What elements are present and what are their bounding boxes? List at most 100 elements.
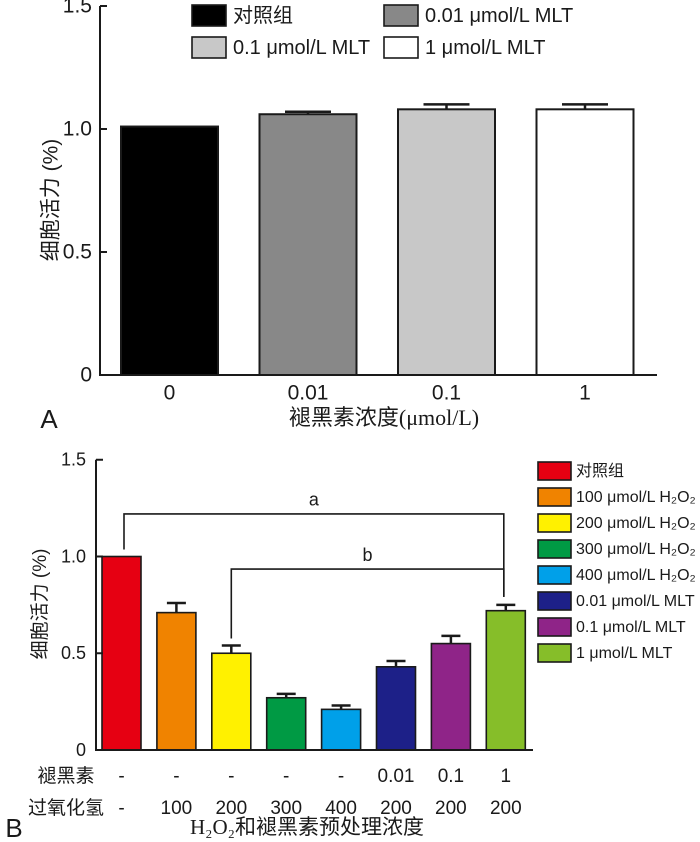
bar-3: [535, 108, 635, 376]
error-bar-3: [562, 103, 608, 110]
legend-label: 200 μmol/L H₂O₂: [576, 515, 696, 532]
legend-label: 400 μmol/L H₂O₂: [576, 567, 696, 584]
bar-0: [120, 125, 219, 377]
bar-7: [485, 609, 527, 751]
significance-annotations: ab: [123, 490, 505, 639]
table-cell: -: [228, 766, 234, 787]
legend: 对照组 0.01 μmol/L MLT 0.1 μmol/L MLT 1 μmol/L…: [191, 4, 573, 59]
table-cell: 0.1: [438, 766, 464, 787]
y-tick-label: 1.5: [63, 0, 92, 18]
legend-swatch: [383, 4, 419, 27]
legend-item: 1 μmol/L MLT: [383, 36, 545, 59]
legend-item: 400 μmol/L H₂O₂: [537, 565, 696, 585]
significance-label: b: [363, 545, 373, 565]
legend: 对照组 100 μmol/L H₂O₂ 200 μmol/L H₂O₂ 300 μmo…: [537, 461, 696, 663]
table-cell: 400: [325, 798, 357, 819]
row-label: 褪黑素: [37, 765, 94, 787]
bar-1: [156, 611, 197, 751]
legend-swatch: [537, 643, 572, 663]
x-axis-title: 褪黑素浓度(μmol/L): [289, 405, 479, 430]
error-bar-1: [285, 110, 331, 115]
table-cell: 1: [501, 766, 512, 787]
legend-label: 300 μmol/L H₂O₂: [576, 541, 696, 558]
error-bar-5: [386, 659, 406, 667]
bar-1: [258, 113, 358, 377]
chart-b: 对照组 100 μmol/L H₂O₂ 200 μmol/L H₂O₂ 300 μmo…: [5, 450, 695, 842]
bar-4: [320, 708, 362, 751]
legend-label: 对照组: [233, 4, 293, 27]
table-row: 过氧化氢 - 100 200 300 400 200 200 200: [28, 797, 522, 819]
bracket-line: [123, 513, 505, 597]
table-cell: -: [118, 766, 124, 787]
legend-swatch: [383, 36, 419, 59]
bar-5: [375, 665, 417, 751]
legend-item: 300 μmol/L H₂O₂: [537, 539, 696, 559]
table-cell: -: [283, 766, 289, 787]
plot-area: 0 0.5 1.0 1.5: [61, 450, 533, 760]
table-row: 褪黑素 - - - - - 0.01 0.1 1: [37, 765, 511, 787]
x-tick-label: 1: [579, 382, 591, 405]
x-tick-label: 0.1: [432, 382, 461, 405]
panel-label: A: [40, 404, 58, 434]
row-label: 过氧化氢: [28, 797, 104, 819]
bracket-line: [230, 568, 505, 639]
error-bar-6: [441, 634, 461, 644]
table-cell: 200: [490, 798, 522, 819]
x-axis-title: H₂O₂和褪黑素预处理浓度: [190, 815, 424, 839]
y-tick-label: 1.5: [61, 450, 86, 470]
legend-label: 1 μmol/L MLT: [576, 645, 673, 662]
legend-item: 200 μmol/L H₂O₂: [537, 513, 696, 533]
error-bar-3: [276, 692, 296, 698]
error-bar-2: [423, 103, 470, 110]
error-bar-7: [496, 603, 516, 611]
error-bar-4: [331, 704, 351, 710]
legend-item: 对照组: [191, 4, 293, 27]
legend-item: 0.1 μmol/L MLT: [191, 36, 370, 59]
table-cell: -: [118, 798, 124, 819]
y-tick-label: 0.5: [61, 643, 86, 663]
legend-label: 1 μmol/L MLT: [425, 37, 545, 59]
table-cell: 0.01: [378, 766, 415, 787]
legend-label: 100 μmol/L H₂O₂: [576, 489, 696, 506]
legend-swatch: [537, 461, 572, 481]
legend-item: 100 μmol/L H₂O₂: [537, 487, 696, 507]
legend-swatch: [537, 565, 572, 585]
legend-swatch: [537, 591, 572, 611]
legend-swatch: [537, 617, 572, 637]
legend-swatch: [191, 36, 227, 59]
panel-label: B: [5, 813, 22, 842]
table-cell: 200: [380, 798, 412, 819]
table-cell: -: [338, 766, 344, 787]
legend-swatch: [537, 513, 572, 533]
y-tick-label: 1.0: [63, 118, 92, 141]
legend-swatch: [537, 539, 572, 559]
table-cell: -: [173, 766, 179, 787]
table-cell: 100: [161, 798, 193, 819]
table-cell: 300: [270, 798, 302, 819]
legend-label: 对照组: [576, 462, 624, 480]
error-bar-1: [166, 601, 186, 613]
legend-item: 对照组: [537, 461, 624, 481]
plot-area: 0 0.5 1.0 1.5 0 0.01 0.1 1: [63, 0, 657, 405]
legend-label: 0.01 μmol/L MLT: [425, 5, 573, 27]
x-tick-label: 0.01: [288, 382, 329, 405]
legend-item: 1 μmol/L MLT: [537, 643, 673, 663]
legend-label: 0.1 μmol/L MLT: [233, 37, 370, 59]
legend-swatch: [537, 487, 572, 507]
legend-label: 0.1 μmol/L MLT: [576, 619, 686, 636]
legend-item: 0.1 μmol/L MLT: [537, 617, 686, 637]
y-tick-label: 0: [80, 364, 92, 387]
bar-3: [265, 696, 307, 751]
x-tick-label: 0: [164, 382, 176, 405]
legend-item: 0.01 μmol/L MLT: [383, 4, 573, 27]
table-cell: 200: [435, 798, 467, 819]
bar-6: [430, 642, 472, 751]
y-tick-label: 1.0: [61, 546, 86, 566]
bar-2: [397, 108, 496, 376]
legend-swatch: [191, 4, 227, 27]
table-cell: 200: [215, 798, 247, 819]
y-axis-title: 细胞活力 (%): [29, 549, 51, 660]
significance-label: a: [309, 490, 320, 510]
